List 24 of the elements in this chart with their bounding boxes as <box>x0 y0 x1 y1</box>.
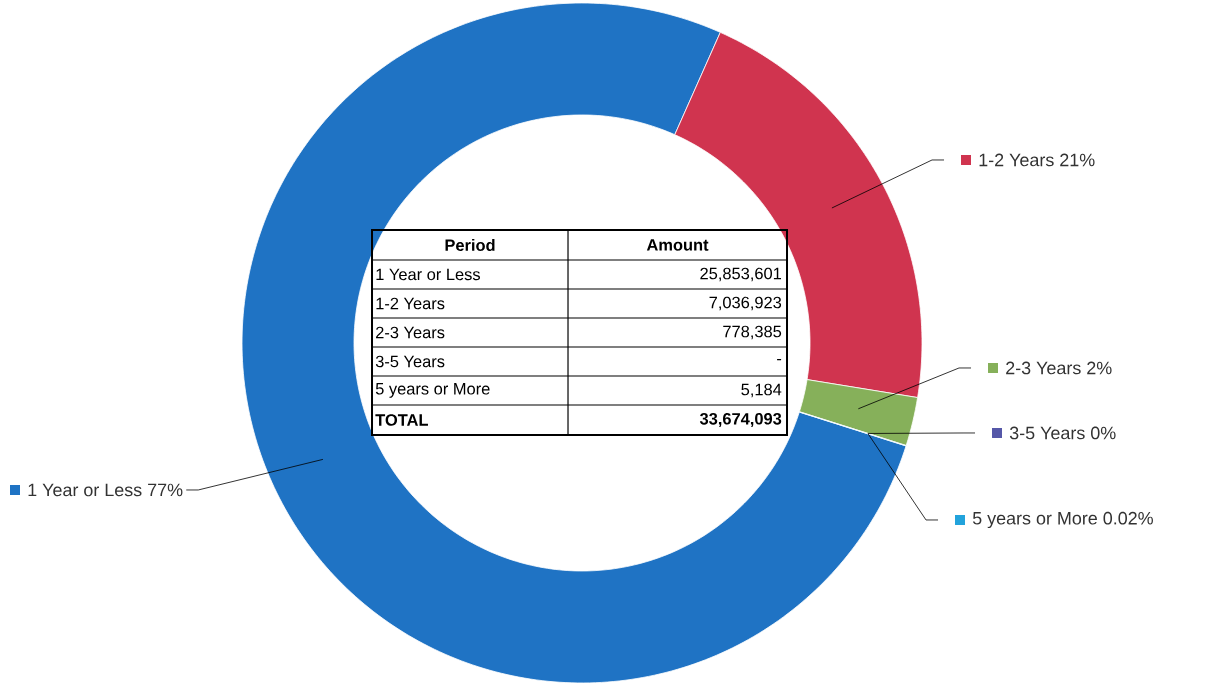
text: 0.02% <box>1103 511 1153 525</box>
slice-label: 1-2 Years <box>376 297 445 310</box>
legend-label: 2-3 Years <box>1006 361 1081 375</box>
legend-label: 1 Year or Less <box>28 483 142 497</box>
text: TOTAL <box>375 414 428 426</box>
legend-label: 1-2 Years <box>979 153 1054 167</box>
text: 5,184 <box>741 383 782 398</box>
text: - <box>777 358 782 361</box>
category-label: 3-5 Years <box>375 355 445 368</box>
legend-label: 3-5 Years <box>1009 426 1085 440</box>
text: 778,385 <box>723 325 782 340</box>
text: 0% <box>1091 426 1116 440</box>
text: 7,036,923 <box>709 296 782 311</box>
text: 2% <box>1087 361 1112 375</box>
text: Amount <box>646 239 709 251</box>
text: 33,674,093 <box>699 412 782 427</box>
text: 21% <box>1060 153 1095 167</box>
text: 25,853,601 <box>700 267 782 282</box>
category-label: 1 Year or Less <box>376 268 480 281</box>
legend-label: 5 years or More <box>972 512 1097 529</box>
category-label: 2-3 Years <box>376 326 445 339</box>
text: Period <box>445 238 495 252</box>
text: 77% <box>148 483 183 497</box>
category-label: 5 years or More <box>375 383 490 398</box>
